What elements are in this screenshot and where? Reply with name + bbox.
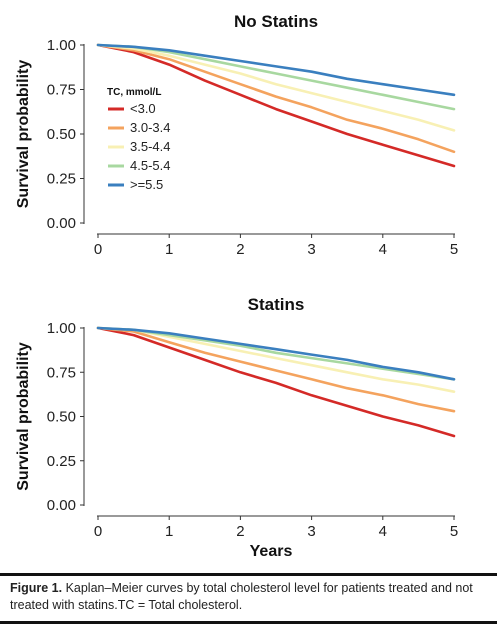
legend-label-3: 3.5-4.4	[130, 139, 170, 154]
panel2-x-tick-label: 2	[236, 523, 244, 540]
panel1-y-axis-label: Survival probability	[15, 60, 32, 209]
panel2-y-tick-label: 1.00	[47, 320, 76, 337]
panel1-y-tick-label: 1.00	[47, 37, 76, 54]
caption-bottom-rule	[0, 621, 497, 624]
panel2-x-axis-label: Years	[250, 543, 293, 560]
legend-label-2: 3.0-3.4	[130, 120, 170, 135]
panel2-x-tick-label: 4	[379, 523, 387, 540]
panel1-y-tick-label: 0.75	[47, 82, 76, 99]
panel1-y-tick-label: 0.25	[47, 171, 76, 188]
panel1-x-tick-label: 3	[307, 241, 315, 258]
caption-text: Kaplan–Meier curves by total cholesterol…	[10, 581, 473, 612]
panel2-y-tick-label: 0.75	[47, 364, 76, 381]
legend-title: TC, mmol/L	[107, 87, 161, 98]
panel1-series-line-5	[96, 43, 456, 97]
panel2-y-axis-label: Survival probability	[15, 342, 32, 491]
panel2-series-line-1	[96, 326, 456, 438]
panel2-series-line-2	[96, 326, 456, 413]
panel1-y-tick-label: 0.50	[47, 126, 76, 143]
km-figure: No Statins 0.00 0.25 0.50 0.75 1.00 0 1 2 3 4 5 Surv…	[15, 12, 458, 560]
panel2-x-tick-label: 1	[165, 523, 173, 540]
panel2-y-tick-label: 0.25	[47, 453, 76, 470]
panel2-x-tick-label: 5	[450, 523, 458, 540]
panel1-x-tick-label: 4	[379, 241, 387, 258]
panel1-x-tick-label: 1	[165, 241, 173, 258]
caption-label: Figure 1.	[10, 581, 63, 595]
legend-label-5: >=5.5	[130, 177, 163, 192]
panel1-series-line-3	[96, 43, 456, 132]
panel2-y-tick-label: 0.50	[47, 409, 76, 426]
panel2-x-tick-label: 0	[94, 523, 102, 540]
panel1-x-tick-label: 5	[450, 241, 458, 258]
panel1-x-tick-label: 0	[94, 241, 102, 258]
caption-top-rule	[0, 573, 497, 576]
panel1-series-line-1	[96, 43, 456, 168]
panel2-title: Statins	[248, 295, 305, 314]
panel1-group: No Statins 0.00 0.25 0.50 0.75 1.00 0 1 2 3 4 5 Surv…	[15, 12, 458, 258]
legend-label-4: 4.5-5.4	[130, 158, 170, 173]
panel1-title: No Statins	[234, 12, 318, 31]
panel2-y-tick-label: 0.00	[47, 497, 76, 514]
panel2-group: Statins 0.00 0.25 0.50 0.75 1.00 0 1 2 3 4 5 Surviva…	[15, 295, 458, 560]
panel1-x-tick-label: 2	[236, 241, 244, 258]
figure-caption: Figure 1. Kaplan–Meier curves by total c…	[10, 580, 488, 614]
panel1-y-tick-label: 0.00	[47, 215, 76, 232]
legend-label-1: <3.0	[130, 101, 156, 116]
panel2-series-line-5	[96, 326, 456, 381]
panel2-x-tick-label: 3	[307, 523, 315, 540]
panel1-series-line-2	[96, 43, 456, 154]
